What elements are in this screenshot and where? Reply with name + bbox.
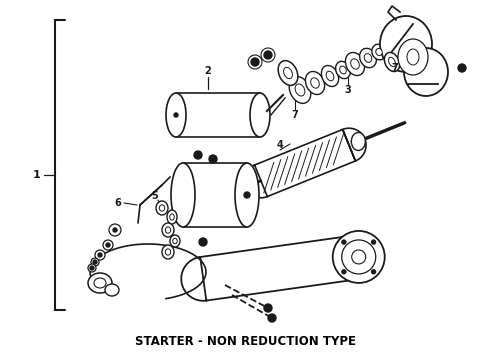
Ellipse shape bbox=[284, 67, 293, 79]
Ellipse shape bbox=[380, 16, 432, 72]
Ellipse shape bbox=[351, 59, 359, 69]
Ellipse shape bbox=[311, 78, 319, 88]
Ellipse shape bbox=[372, 44, 386, 60]
Ellipse shape bbox=[167, 210, 177, 224]
Circle shape bbox=[371, 270, 375, 274]
Ellipse shape bbox=[364, 54, 372, 62]
Circle shape bbox=[98, 253, 102, 257]
Circle shape bbox=[113, 228, 117, 232]
Circle shape bbox=[251, 58, 259, 66]
Text: 3: 3 bbox=[344, 85, 351, 95]
Ellipse shape bbox=[171, 163, 195, 227]
Text: 7: 7 bbox=[392, 63, 398, 73]
Ellipse shape bbox=[165, 249, 171, 255]
Ellipse shape bbox=[235, 163, 259, 227]
Text: 2: 2 bbox=[205, 66, 211, 76]
Ellipse shape bbox=[156, 201, 168, 215]
Text: 4: 4 bbox=[277, 140, 283, 150]
Circle shape bbox=[248, 55, 262, 69]
Ellipse shape bbox=[166, 93, 186, 137]
Circle shape bbox=[264, 51, 272, 59]
Circle shape bbox=[174, 113, 178, 117]
Ellipse shape bbox=[162, 223, 174, 237]
Ellipse shape bbox=[162, 245, 174, 259]
Text: 1: 1 bbox=[33, 170, 41, 180]
Ellipse shape bbox=[105, 284, 119, 296]
Ellipse shape bbox=[289, 77, 311, 103]
Polygon shape bbox=[390, 24, 440, 84]
Circle shape bbox=[371, 240, 375, 244]
Circle shape bbox=[103, 240, 113, 250]
Polygon shape bbox=[181, 235, 379, 301]
Ellipse shape bbox=[351, 132, 366, 150]
Text: 7: 7 bbox=[292, 110, 298, 120]
Circle shape bbox=[95, 250, 105, 260]
Circle shape bbox=[93, 260, 97, 264]
Circle shape bbox=[90, 266, 94, 270]
Ellipse shape bbox=[389, 57, 395, 67]
Circle shape bbox=[199, 238, 207, 246]
Ellipse shape bbox=[321, 66, 339, 86]
Circle shape bbox=[458, 64, 466, 72]
Ellipse shape bbox=[170, 235, 180, 247]
Ellipse shape bbox=[94, 278, 106, 288]
Circle shape bbox=[91, 258, 99, 266]
Ellipse shape bbox=[295, 84, 305, 96]
Ellipse shape bbox=[88, 273, 112, 293]
Ellipse shape bbox=[165, 227, 171, 233]
Text: 6: 6 bbox=[115, 198, 122, 208]
Circle shape bbox=[194, 151, 202, 159]
Circle shape bbox=[342, 240, 346, 244]
Circle shape bbox=[106, 243, 110, 247]
Ellipse shape bbox=[376, 49, 382, 55]
Ellipse shape bbox=[360, 48, 376, 68]
Circle shape bbox=[342, 270, 346, 274]
Ellipse shape bbox=[404, 48, 448, 96]
Circle shape bbox=[352, 250, 366, 264]
Ellipse shape bbox=[407, 49, 419, 65]
Ellipse shape bbox=[326, 71, 334, 81]
Circle shape bbox=[244, 192, 250, 198]
Ellipse shape bbox=[336, 61, 350, 79]
Ellipse shape bbox=[173, 238, 177, 244]
Ellipse shape bbox=[340, 66, 346, 74]
Ellipse shape bbox=[170, 214, 174, 220]
Ellipse shape bbox=[398, 39, 428, 75]
Circle shape bbox=[268, 314, 276, 322]
Polygon shape bbox=[244, 128, 366, 198]
Circle shape bbox=[209, 155, 217, 163]
Circle shape bbox=[261, 48, 275, 62]
Circle shape bbox=[333, 231, 385, 283]
Ellipse shape bbox=[305, 72, 324, 95]
Circle shape bbox=[88, 264, 96, 272]
Ellipse shape bbox=[345, 53, 365, 76]
Text: STARTER - NON REDUCTION TYPE: STARTER - NON REDUCTION TYPE bbox=[134, 335, 356, 348]
Circle shape bbox=[109, 224, 121, 236]
Ellipse shape bbox=[278, 60, 298, 85]
Ellipse shape bbox=[159, 205, 165, 211]
Ellipse shape bbox=[384, 53, 400, 72]
Circle shape bbox=[264, 304, 272, 312]
Circle shape bbox=[342, 240, 376, 274]
Ellipse shape bbox=[250, 93, 270, 137]
Text: 5: 5 bbox=[151, 191, 158, 201]
